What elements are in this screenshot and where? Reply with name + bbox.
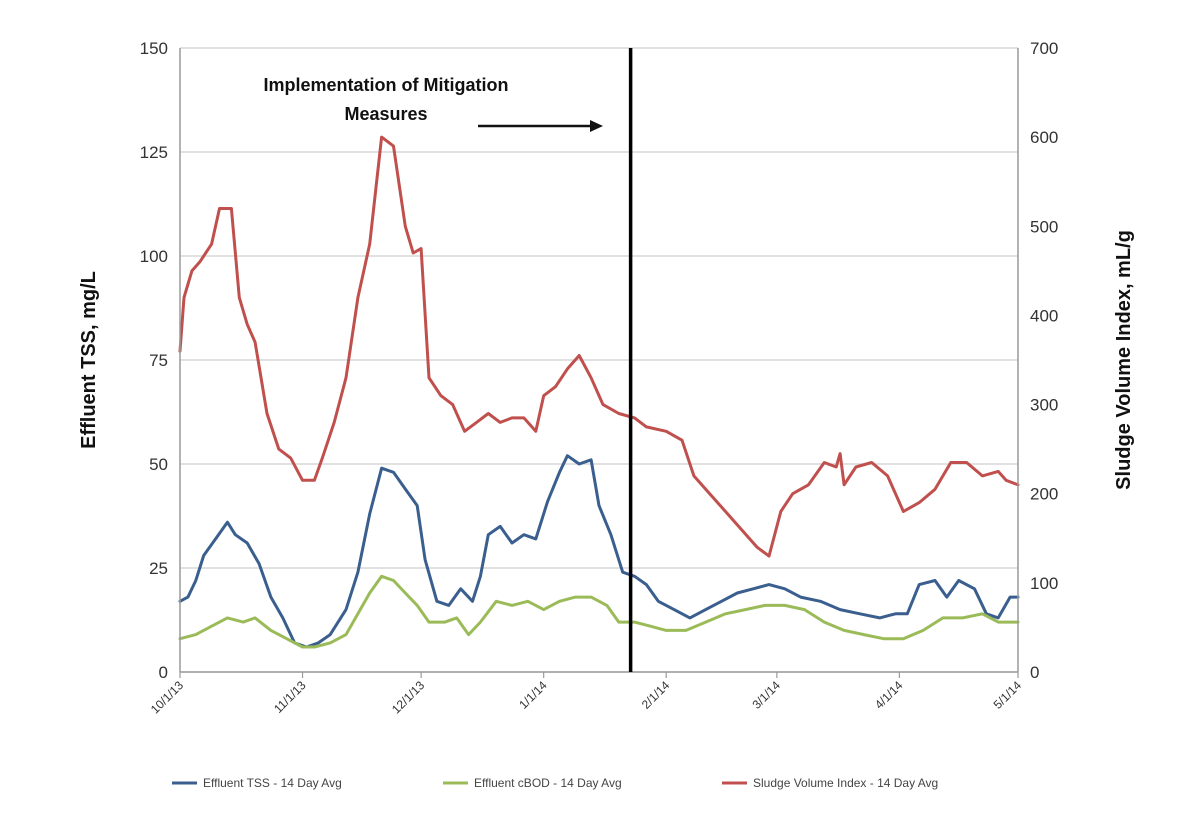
right-tick-label: 300 — [1030, 396, 1058, 415]
right-tick-label: 500 — [1030, 217, 1058, 236]
left-tick-label: 50 — [149, 455, 168, 474]
x-tick-label: 11/1/13 — [271, 678, 309, 716]
left-tick-label: 75 — [149, 351, 168, 370]
x-tick-label: 3/1/14 — [749, 678, 783, 712]
x-tick-label: 10/1/13 — [148, 678, 186, 716]
annotation-line-1: Implementation of Mitigation — [264, 75, 509, 95]
right-tick-label: 0 — [1030, 663, 1039, 682]
right-tick-label: 600 — [1030, 128, 1058, 147]
x-tick-label: 12/1/13 — [389, 678, 427, 716]
left-tick-label: 0 — [159, 663, 168, 682]
left-tick-label: 150 — [140, 39, 168, 58]
right-axis-ticks: 0 100 200 300 400 500 600 700 — [1030, 39, 1058, 682]
legend-label-cbod: Effluent cBOD - 14 Day Avg — [474, 776, 622, 790]
legend-label-tss: Effluent TSS - 14 Day Avg — [203, 776, 342, 790]
legend-label-svi: Sludge Volume Index - 14 Day Avg — [753, 776, 938, 790]
left-tick-label: 100 — [140, 247, 168, 266]
annotation: Implementation of Mitigation Measures — [264, 75, 603, 132]
right-axis-title: Sludge Volume Index, mL/g — [1113, 230, 1135, 490]
left-tick-label: 25 — [149, 559, 168, 578]
right-tick-label: 100 — [1030, 574, 1058, 593]
x-axis-ticks: 10/1/13 11/1/13 12/1/13 1/1/14 2/1/14 3/1/14 4… — [148, 672, 1024, 716]
annotation-arrowhead — [590, 120, 603, 132]
series-layer — [178, 135, 1020, 649]
annotation-line-2: Measures — [344, 104, 427, 124]
left-tick-label: 125 — [140, 143, 168, 162]
series-line-cbod — [178, 574, 1020, 649]
axes — [179, 48, 1019, 673]
x-tick-label: 1/1/14 — [516, 678, 550, 712]
left-axis-title: Effluent TSS, mg/L — [78, 271, 100, 449]
legend: Effluent TSS - 14 Day Avg Effluent cBOD … — [172, 776, 938, 790]
right-tick-label: 400 — [1030, 306, 1058, 325]
x-tick-label: 2/1/14 — [639, 678, 673, 712]
right-tick-label: 700 — [1030, 39, 1058, 58]
series-line-svi — [178, 135, 1020, 558]
right-tick-label: 200 — [1030, 485, 1058, 504]
left-axis-ticks: 0 25 50 75 100 125 150 — [140, 39, 168, 682]
x-tick-label: 5/1/14 — [991, 678, 1025, 712]
x-tick-label: 4/1/14 — [872, 678, 906, 712]
gridlines — [180, 47, 1018, 673]
